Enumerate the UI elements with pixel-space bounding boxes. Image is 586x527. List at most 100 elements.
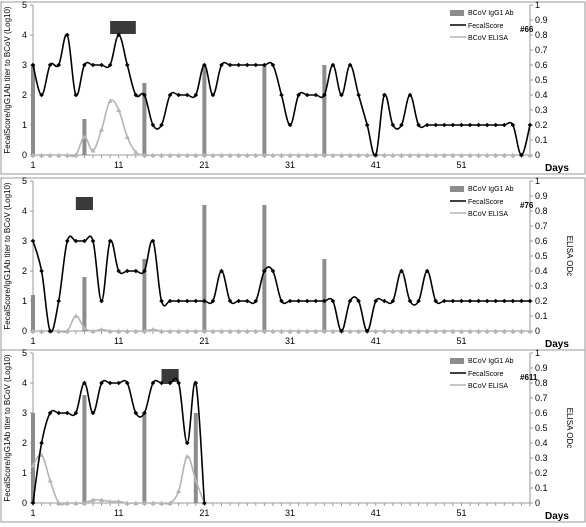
fecal-score-point (133, 268, 139, 274)
fecal-score-point (347, 62, 353, 68)
elisa-point (484, 152, 490, 157)
fecal-score-point (304, 92, 310, 98)
elisa-point (321, 152, 327, 157)
y-left-axis-title: FecalScore/IgG1Ab titer to BCoV (Log10) (3, 6, 12, 154)
elisa-point (450, 152, 456, 157)
elisa-point (90, 328, 96, 333)
fecal-score-point (390, 122, 396, 128)
elisa-point (416, 152, 422, 157)
fecal-score-point (142, 92, 147, 98)
y-right-tick-label: 0.6 (535, 60, 548, 70)
y-left-tick-label: 0 (22, 326, 27, 336)
y-right-tick-label: 0.4 (535, 438, 548, 448)
fecal-score-point (287, 298, 293, 304)
elisa-point (501, 328, 507, 333)
fecal-score-point (184, 298, 190, 304)
fecal-score-point (39, 268, 44, 274)
elisa-point (236, 328, 242, 333)
fecal-score-point (424, 122, 430, 128)
fecal-score-point (64, 410, 70, 416)
x-tick-label: 41 (371, 160, 381, 170)
elisa-point (133, 500, 139, 505)
elisa-point (47, 152, 53, 157)
fecal-score-point (510, 298, 516, 304)
fecal-score-point (47, 328, 53, 334)
y-left-tick-label: 1 (22, 120, 27, 130)
fecal-score-point (399, 122, 404, 128)
elisa-point (39, 328, 45, 333)
fecal-score-point (416, 298, 421, 304)
fecal-score-point (159, 122, 164, 128)
elisa-point (279, 328, 284, 333)
x-tick-label: 1 (30, 336, 35, 346)
elisa-point (116, 107, 122, 112)
elisa-point (338, 152, 344, 157)
igg1-ab-bar (31, 295, 35, 331)
x-tick-label: 51 (456, 336, 466, 346)
animal-id-label: #611 (520, 373, 538, 382)
fecal-score-point (107, 62, 113, 68)
elisa-point (296, 152, 302, 157)
elisa-point (150, 152, 156, 157)
y-right-tick-label: 0.4 (535, 266, 548, 276)
y-left-tick-label: 0 (22, 150, 27, 160)
fecal-score-point (116, 380, 121, 386)
y-left-tick-label: 5 (22, 348, 27, 358)
elisa-point (356, 328, 362, 333)
fecal-score-point (142, 268, 147, 274)
y-right-tick-label: 0.4 (535, 90, 548, 100)
y-right-tick-label: 0.9 (535, 15, 548, 25)
elisa-point (176, 328, 182, 333)
fecal-score-point (150, 238, 156, 244)
y-left-tick-label: 2 (22, 266, 27, 276)
x-tick-label: 31 (285, 160, 295, 170)
elisa-point (330, 152, 336, 157)
fecal-score-point (39, 440, 44, 446)
legend-elisa-label: BCoV ELISA (468, 211, 508, 218)
y-right-tick-label: 0.3 (535, 453, 548, 463)
treatment-period-box (110, 21, 136, 34)
y-right-tick-label: 0.9 (535, 191, 548, 201)
fecal-score-point (270, 268, 276, 274)
elisa-point (261, 152, 267, 157)
elisa-point (64, 152, 70, 157)
fecal-score-point (476, 298, 481, 304)
elisa-point (64, 500, 70, 505)
elisa-point (279, 152, 284, 157)
y-left-tick-label: 1 (22, 296, 27, 306)
elisa-point (47, 478, 53, 483)
elisa-point (484, 328, 490, 333)
fecal-score-point (90, 62, 96, 68)
fecal-score-point (373, 152, 379, 158)
y-right-tick-label: 0.1 (535, 135, 548, 145)
elisa-point (141, 500, 147, 505)
elisa-point (244, 152, 250, 157)
fecal-score-point (501, 298, 507, 304)
elisa-point (81, 500, 87, 505)
elisa-point (390, 328, 396, 333)
fecal-score-point (519, 298, 524, 304)
y-right-axis-title: ELISA ODc (565, 236, 574, 276)
fecal-score-point (159, 298, 164, 304)
igg1-ab-bar (31, 413, 35, 503)
elisa-point (458, 152, 464, 157)
elisa-point (159, 500, 165, 505)
fecal-score-point (382, 298, 387, 304)
fecal-score-point (73, 238, 79, 244)
fecal-score-point (64, 238, 70, 244)
fecal-score-point (450, 122, 456, 128)
y-right-tick-label: 0.6 (535, 236, 548, 246)
elisa-point (527, 152, 533, 157)
igg1-ab-bar (193, 413, 198, 503)
elisa-point (407, 152, 413, 157)
x-tick-label: 11 (114, 508, 123, 518)
fecal-score-point (476, 122, 481, 128)
elisa-point (99, 127, 105, 132)
fecal-score-point (176, 380, 181, 386)
fecal-score-point (390, 298, 396, 304)
elisa-point (347, 328, 353, 333)
fecal-score-point (407, 92, 413, 98)
y-right-tick-label: 0.5 (535, 251, 548, 261)
igg1-ab-bar (202, 205, 207, 331)
